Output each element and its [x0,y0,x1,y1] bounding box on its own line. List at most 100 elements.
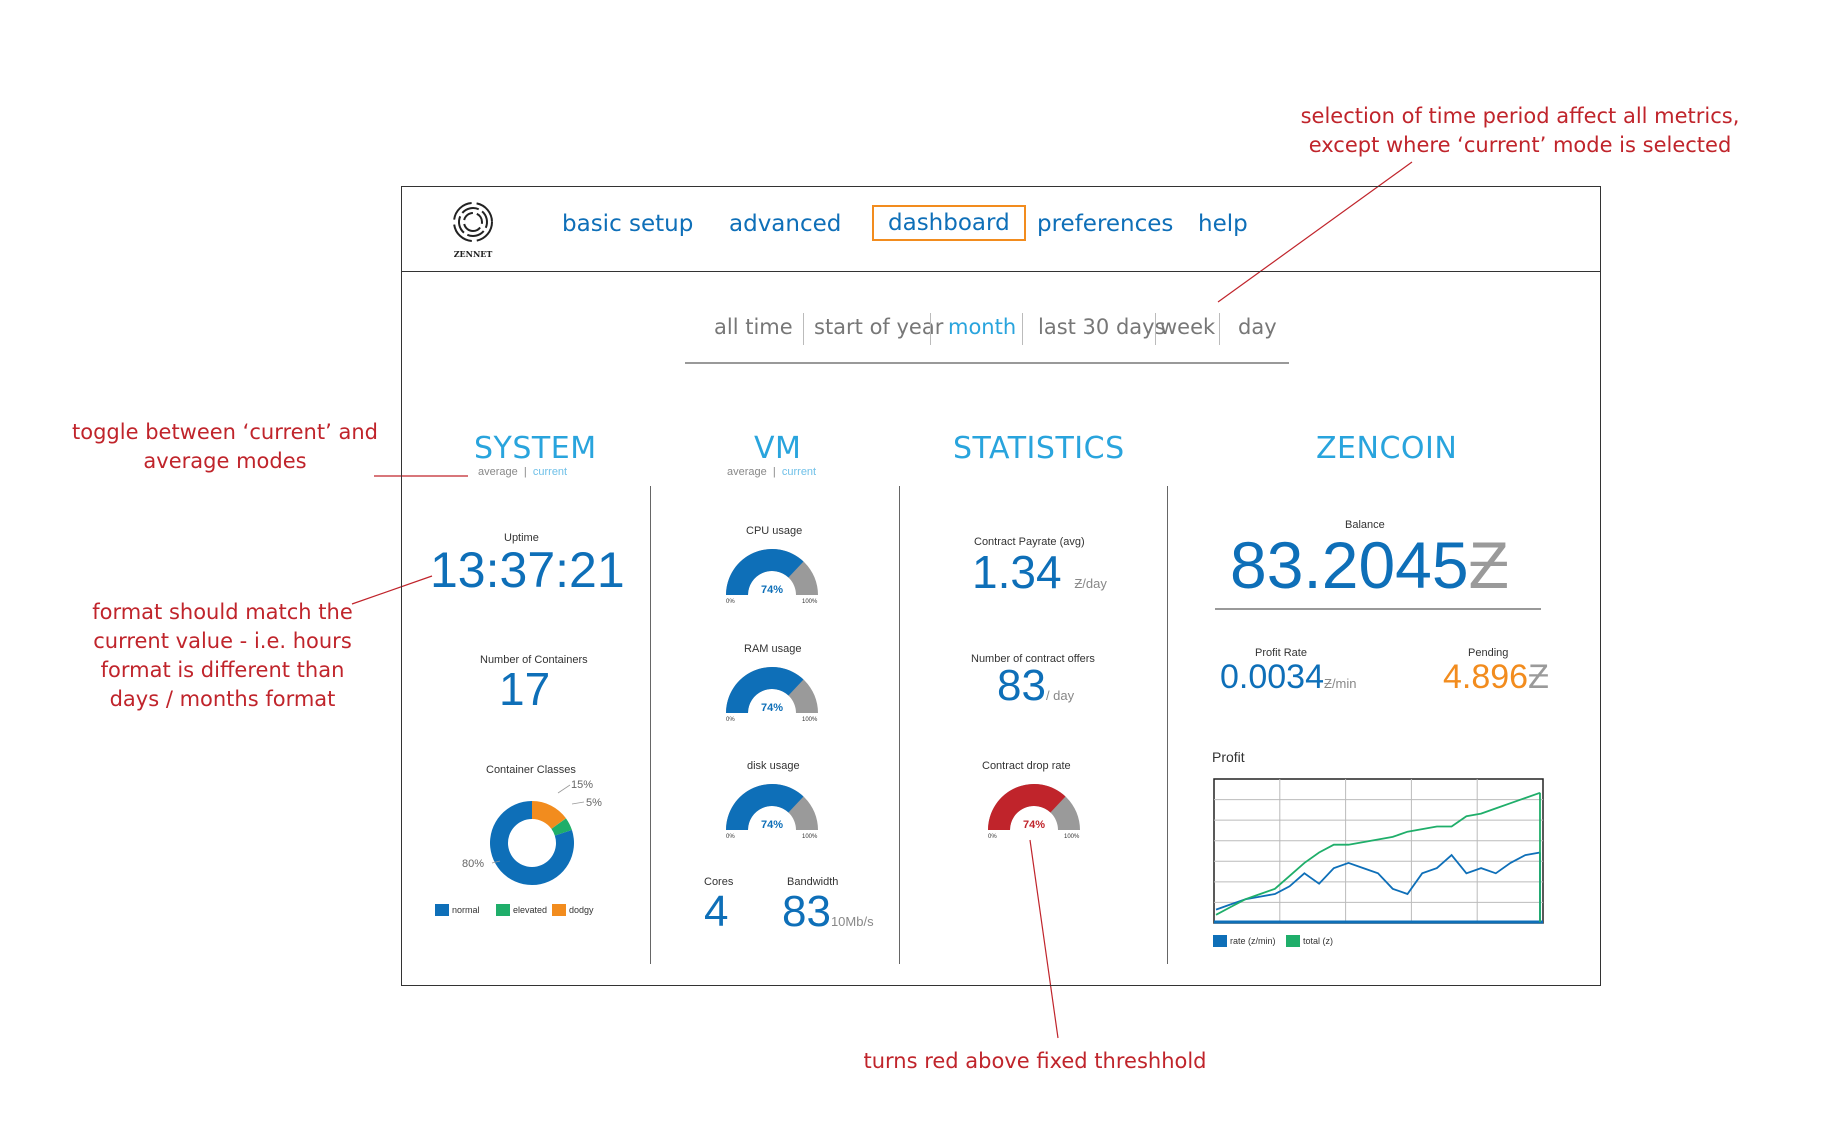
legend-elevated-label: elevated [513,905,548,915]
period-separator [1219,313,1220,345]
period-week[interactable]: week [1160,315,1216,339]
nav-preferences[interactable]: preferences [1037,211,1174,237]
annotation-text: selection of time period affect all metr… [1300,104,1740,128]
vm-mode-toggle[interactable]: average | current [727,466,816,478]
containers-value: 17 [499,663,551,715]
donut-label-80: 80% [462,858,484,870]
legend-total-swatch [1286,935,1300,947]
container-classes-label: Container Classes [486,764,576,776]
toggle-average[interactable]: average [727,466,767,478]
system-title: SYSTEM [474,431,597,466]
cpu-usage-label: CPU usage [746,525,803,537]
profit-chart [1213,778,1544,924]
leader-line-format [351,575,433,605]
legend-total-label: total (z) [1303,936,1334,946]
donut-label-leader [557,784,571,794]
leader-line-period [1217,161,1413,303]
annotation-text: current value - i.e. hours [93,629,352,653]
offers-unit: / day [1045,688,1075,703]
bandwidth-unit: 10Mb/s [830,914,874,929]
annotation-period-note: selection of time period affect all metr… [1290,102,1750,160]
gauge-max-label: 100% [802,599,818,605]
container-classes-donut: 15% 5% 80% [462,779,602,885]
period-separator [1155,313,1156,345]
column-divider [899,486,900,964]
containers-label: Number of Containers [480,654,588,666]
annotation-text: format is different than [100,658,345,682]
annotation-text: average modes [143,449,307,473]
balance-label: Balance [1345,519,1385,531]
annotation-text: format should match the [92,600,353,624]
pending-label: Pending [1468,647,1509,659]
annotation-text: days / months format [109,687,336,711]
donut-slice-elevated [551,818,572,836]
disk-usage-gauge: 74% 0% 100% [726,784,818,840]
payrate-unit: Ƶ/day [1074,576,1107,591]
profit-rate-unit: Ƶ/min [1324,676,1357,691]
period-start-of-year[interactable]: start of year [814,315,944,339]
dashboard-window: ZENNET basic setup advanced dashboard pr… [401,186,1601,986]
toggle-separator: | [772,466,776,478]
period-separator [930,313,931,345]
series-line-total [1215,791,1541,916]
period-separator [1022,313,1023,345]
gauge-max-label: 100% [802,834,818,840]
gauge-fill [726,667,804,713]
offers-value: 83/ day [997,661,1074,711]
legend-elevated-swatch [496,904,510,916]
nav-advanced[interactable]: advanced [729,211,842,237]
nav-dashboard[interactable]: dashboard [872,205,1026,241]
leader-line-threshold [1029,839,1059,1039]
toggle-average[interactable]: average [478,466,518,478]
pending-number: 4.896 [1443,658,1529,696]
zennet-logo[interactable]: ZENNET [448,199,498,261]
gauge-value: 74% [1023,819,1045,831]
drop-rate-label: Contract drop rate [982,760,1071,772]
system-mode-toggle[interactable]: average | current [478,466,567,478]
payrate-label: Contract Payrate (avg) [974,536,1085,548]
period-separator [803,313,804,345]
balance-currency-icon: Ƶ [1468,528,1509,602]
logo-text: ZENNET [453,249,493,259]
cores-value: 4 [704,887,729,936]
profit-rate-number: 0.0034 [1220,658,1324,696]
period-all-time[interactable]: all time [714,315,793,339]
donut-slice-dodgy [532,801,566,829]
cores-label: Cores [704,876,734,888]
nav-help[interactable]: help [1198,211,1248,237]
zennet-logo-icon [453,202,493,242]
uptime-value: 13:37:21 [430,542,625,598]
period-last-30-days[interactable]: last 30 days [1038,315,1166,339]
period-selector: all time start of year month last 30 day… [402,187,1600,387]
toggle-current[interactable]: current [532,466,568,478]
cpu-usage-gauge: 74% 0% 100% [726,549,818,605]
bandwidth-number: 83 [782,887,831,936]
payrate-value: 1.34 Ƶ/day [972,545,1107,599]
period-day[interactable]: day [1238,315,1277,339]
uptime-label: Uptime [504,532,539,544]
legend-rate-swatch [1213,935,1227,947]
toggle-current[interactable]: current [781,466,817,478]
annotation-toggle-note: toggle between ‘current’ and average mod… [60,418,390,476]
balance-underline [1215,608,1541,610]
column-divider [650,486,651,964]
top-navigation-bar: ZENNET basic setup advanced dashboard pr… [402,187,1600,272]
ram-usage-gauge: 74% 0% 100% [726,667,818,723]
annotation-text: except where ‘current’ mode is selected [1308,133,1732,157]
pending-value: 4.896Ƶ [1443,658,1549,697]
annotation-text: toggle between ‘current’ and [72,420,378,444]
nav-basic-setup[interactable]: basic setup [562,211,694,237]
donut-label-15: 15% [571,779,593,791]
annotation-threshold-note: turns red above fixed threshhold [863,1049,1207,1073]
legend-rate-label: rate (z/min) [1230,936,1276,946]
legend-normal-swatch [435,904,449,916]
donut-label-leader [571,801,585,805]
period-month[interactable]: month [948,315,1017,339]
column-divider [1167,486,1168,964]
zencoin-title: ZENCOIN [1316,431,1458,466]
gauge-value: 74% [761,702,783,714]
chart-plot-area [1213,778,1544,924]
drop-rate-gauge: 74% 0% 100% [988,784,1080,840]
payrate-number: 1.34 [972,546,1062,598]
